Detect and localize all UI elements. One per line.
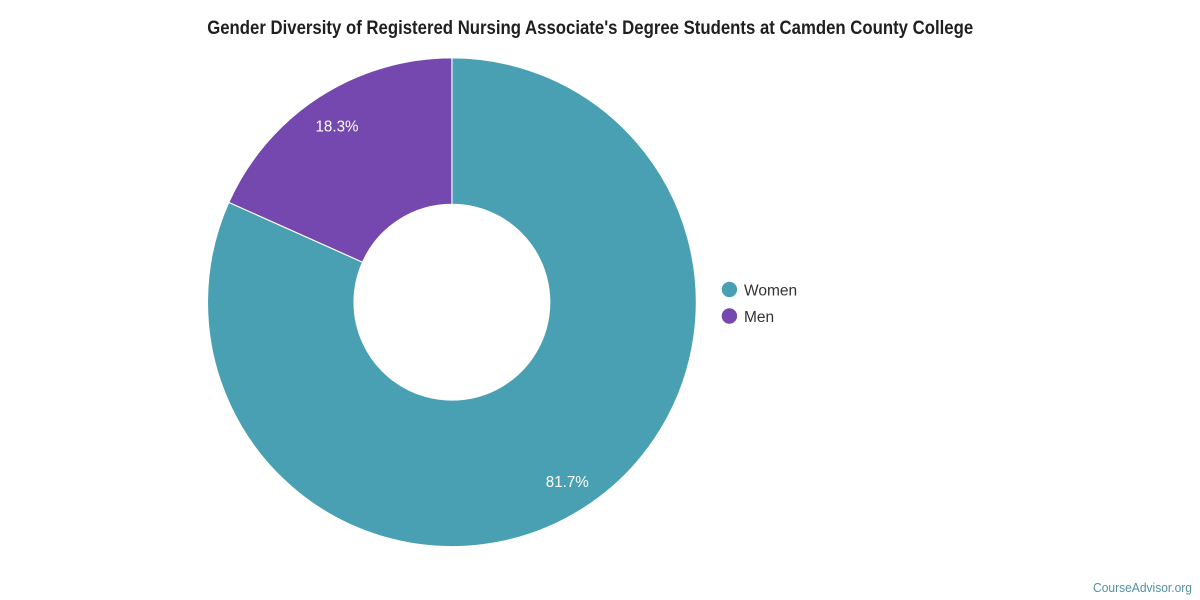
svg-text:CourseAdvisor.org: CourseAdvisor.org [1093, 580, 1192, 595]
svg-text:Men: Men [744, 309, 774, 326]
svg-text:Gender Diversity of Registered: Gender Diversity of Registered Nursing A… [207, 17, 973, 39]
svg-text:18.3%: 18.3% [316, 118, 359, 135]
svg-text:81.7%: 81.7% [546, 474, 589, 491]
svg-text:Women: Women [744, 282, 797, 299]
